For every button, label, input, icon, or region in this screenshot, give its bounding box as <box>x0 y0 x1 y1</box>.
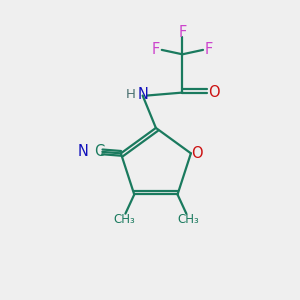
Text: O: O <box>192 146 203 161</box>
Text: CH₃: CH₃ <box>177 213 199 226</box>
Text: F: F <box>205 42 213 57</box>
Text: H: H <box>125 88 135 100</box>
Text: C: C <box>94 144 104 159</box>
Text: F: F <box>178 25 187 40</box>
Text: F: F <box>152 42 160 57</box>
Text: O: O <box>208 85 220 100</box>
Text: N: N <box>77 144 88 159</box>
Text: CH₃: CH₃ <box>113 213 135 226</box>
Text: N: N <box>137 87 148 102</box>
